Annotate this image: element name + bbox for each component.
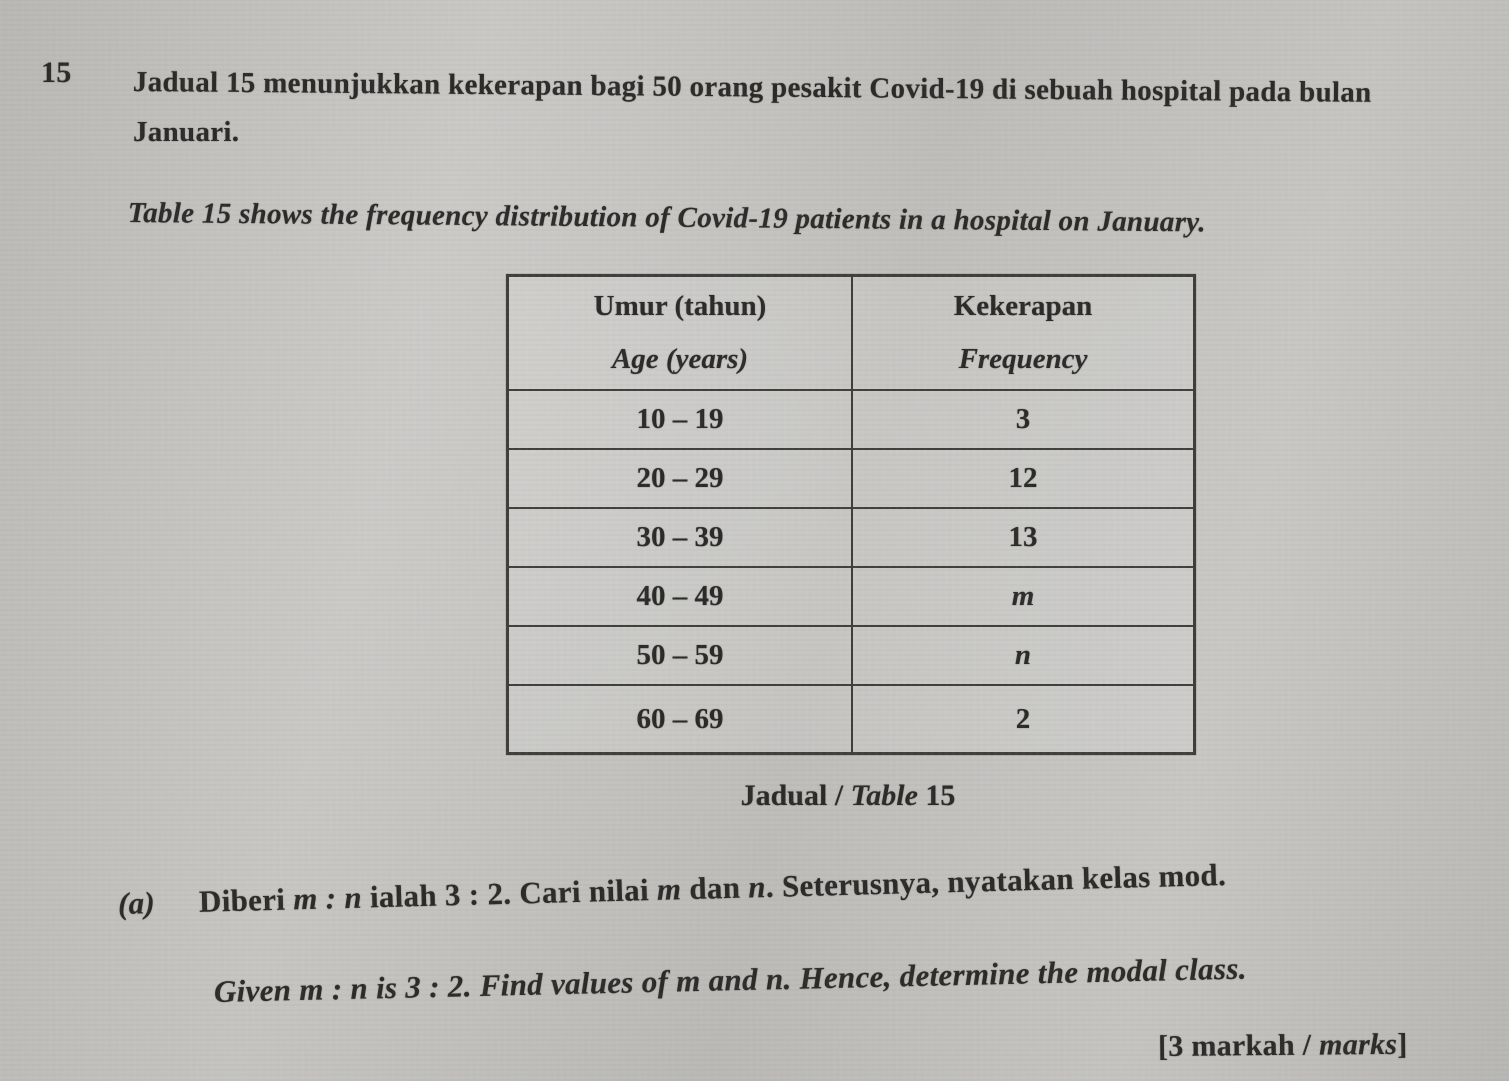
part-a-text: . Seterusnya, nyatakan kelas mod. <box>765 856 1227 905</box>
marks-bracket: ] <box>1397 1027 1408 1061</box>
table-header-row: Umur (tahun) Age (years) Kekerapan Frequ… <box>509 277 1193 389</box>
part-a-question-english: Given m : n is 3 : 2. Find values of m a… <box>213 950 1248 1009</box>
part-a-question-malay: (a) Diberi m : n ialah 3 : 2. Cari nilai … <box>118 857 1227 922</box>
frequency-cell-variable-m: m <box>1011 580 1035 612</box>
age-header-english: Age (years) <box>611 343 749 375</box>
part-a-text: dan <box>680 869 749 907</box>
table-row: 60 – 69 2 <box>509 684 1193 752</box>
marks-english: marks <box>1318 1027 1398 1062</box>
frequency-table: Umur (tahun) Age (years) Kekerapan Frequ… <box>506 274 1196 755</box>
table-row: 10 – 19 3 <box>509 389 1193 448</box>
part-a-variable-n: n <box>747 869 767 905</box>
question-intro-malay-line1: Jadual 15 menunjukkan kekerapan bagi 50 … <box>132 66 1372 109</box>
table-row: 20 – 29 12 <box>509 448 1193 507</box>
part-a-text: ialah 3 : 2. Cari nilai <box>361 871 658 915</box>
question-number: 15 <box>41 56 72 89</box>
age-range-cell: 60 – 69 <box>509 686 853 752</box>
part-a-text: Diberi <box>198 881 294 919</box>
frequency-column-header: Kekerapan Frequency <box>853 277 1193 389</box>
age-range-cell: 20 – 29 <box>509 450 853 507</box>
caption-malay: Jadual / <box>740 779 851 812</box>
caption-english: Table <box>850 779 918 812</box>
table-caption: Jadual / Table 15 <box>506 779 1190 813</box>
frequency-cell: 13 <box>1008 521 1038 553</box>
table-row: 50 – 59 n <box>509 625 1193 684</box>
frequency-cell: 3 <box>1015 403 1031 435</box>
question-intro-english: Table 15 shows the frequency distributio… <box>127 197 1207 239</box>
part-a-ratio-variables: m : n <box>292 879 363 917</box>
frequency-cell: 12 <box>1008 462 1038 494</box>
age-range-cell: 50 – 59 <box>509 627 853 684</box>
age-column-header: Umur (tahun) Age (years) <box>509 277 853 389</box>
age-range-cell: 30 – 39 <box>509 509 853 566</box>
frequency-header-malay: Kekerapan <box>953 290 1093 322</box>
age-header-malay: Umur (tahun) <box>593 290 767 322</box>
table-row: 30 – 39 13 <box>509 507 1193 566</box>
frequency-cell: 2 <box>1015 702 1031 735</box>
frequency-cell-variable-n: n <box>1014 639 1032 671</box>
question-intro-malay-line2: Januari. <box>133 116 240 148</box>
marks-malay: [3 markah / <box>1157 1028 1320 1063</box>
age-range-cell: 10 – 19 <box>509 391 853 448</box>
caption-number: 15 <box>917 779 956 812</box>
part-a-label: (a) <box>117 885 156 921</box>
marks-allocation: [3 markah / marks] <box>1158 1028 1408 1064</box>
table-row: 40 – 49 m <box>509 566 1193 625</box>
part-a-variable-m: m <box>656 871 682 907</box>
age-range-cell: 40 – 49 <box>509 568 853 625</box>
frequency-header-english: Frequency <box>958 343 1088 375</box>
